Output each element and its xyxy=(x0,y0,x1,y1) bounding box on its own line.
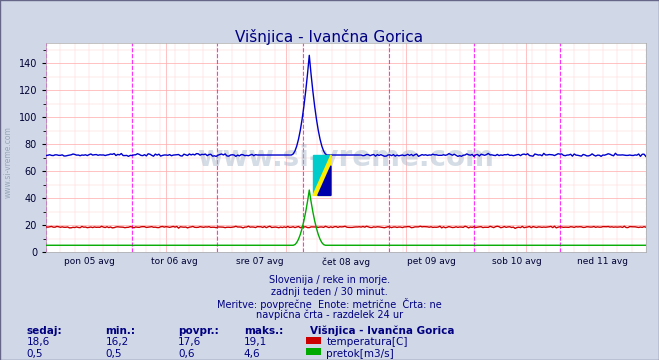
Text: Slovenija / reke in morje.: Slovenija / reke in morje. xyxy=(269,275,390,285)
Text: 16,2: 16,2 xyxy=(105,337,129,347)
Text: Višnjica - Ivančna Gorica: Višnjica - Ivančna Gorica xyxy=(310,326,454,336)
Text: maks.:: maks.: xyxy=(244,326,283,336)
Polygon shape xyxy=(313,155,331,195)
Text: ned 11 avg: ned 11 avg xyxy=(577,257,629,266)
Text: temperatura[C]: temperatura[C] xyxy=(326,337,408,347)
Text: 0,5: 0,5 xyxy=(105,349,122,359)
Text: pon 05 avg: pon 05 avg xyxy=(63,257,115,266)
Text: Višnjica - Ivančna Gorica: Višnjica - Ivančna Gorica xyxy=(235,29,424,45)
Text: čet 08 avg: čet 08 avg xyxy=(322,257,370,267)
Text: 18,6: 18,6 xyxy=(26,337,49,347)
Text: 0,6: 0,6 xyxy=(178,349,194,359)
Text: www.si-vreme.com: www.si-vreme.com xyxy=(198,144,494,172)
Text: navpična črta - razdelek 24 ur: navpična črta - razdelek 24 ur xyxy=(256,310,403,320)
Text: Meritve: povprečne  Enote: metrične  Črta: ne: Meritve: povprečne Enote: metrične Črta:… xyxy=(217,298,442,310)
Text: tor 06 avg: tor 06 avg xyxy=(152,257,198,266)
Text: pretok[m3/s]: pretok[m3/s] xyxy=(326,349,394,359)
Polygon shape xyxy=(313,155,331,195)
Text: pet 09 avg: pet 09 avg xyxy=(407,257,456,266)
Polygon shape xyxy=(318,166,331,195)
Text: min.:: min.: xyxy=(105,326,136,336)
Text: 0,5: 0,5 xyxy=(26,349,43,359)
Text: sob 10 avg: sob 10 avg xyxy=(492,257,542,266)
Text: 19,1: 19,1 xyxy=(244,337,267,347)
Text: sedaj:: sedaj: xyxy=(26,326,62,336)
Text: zadnji teden / 30 minut.: zadnji teden / 30 minut. xyxy=(271,287,388,297)
Text: 17,6: 17,6 xyxy=(178,337,201,347)
Text: povpr.:: povpr.: xyxy=(178,326,219,336)
Text: sre 07 avg: sre 07 avg xyxy=(237,257,284,266)
Text: www.si-vreme.com: www.si-vreme.com xyxy=(3,126,13,198)
Text: 4,6: 4,6 xyxy=(244,349,260,359)
